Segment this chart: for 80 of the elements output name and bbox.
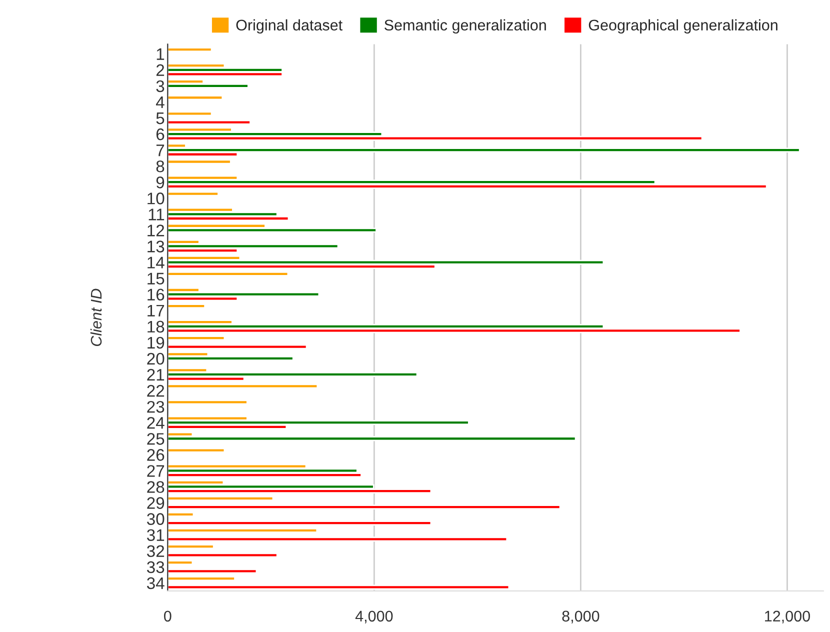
bar <box>168 191 219 196</box>
bar <box>168 520 432 526</box>
bar <box>168 72 283 77</box>
y-tick-label: 7 <box>156 144 164 156</box>
bar <box>168 400 248 405</box>
x-tick-label: 4,000 <box>355 610 393 624</box>
bar <box>168 496 274 501</box>
bar <box>168 544 214 549</box>
y-tick-label: 32 <box>146 545 164 558</box>
y-tick-label: 28 <box>147 481 164 493</box>
y-tick-label: 19 <box>148 336 164 349</box>
bar <box>168 159 232 164</box>
bar <box>168 504 561 510</box>
bar <box>168 304 206 308</box>
bar <box>168 228 377 233</box>
y-tick-label: 9 <box>156 176 164 188</box>
bar <box>168 336 226 341</box>
y-tick-label: 13 <box>148 240 164 252</box>
bar <box>168 292 320 297</box>
y-axis-title: Client ID <box>90 288 102 346</box>
y-tick-label: 20 <box>147 352 164 365</box>
y-tick-label: 27 <box>147 465 164 477</box>
y-tick-label: 34 <box>146 577 164 590</box>
bar <box>168 552 278 558</box>
y-tick-label: 18 <box>148 320 164 333</box>
y-tick-label: 25 <box>147 433 164 445</box>
bar <box>168 272 289 276</box>
bar <box>168 148 800 153</box>
y-tick-label: 4 <box>156 96 164 108</box>
bar <box>168 536 508 542</box>
bar <box>168 512 194 517</box>
bar <box>168 47 212 52</box>
y-tick-label: 5 <box>156 112 164 124</box>
y-tick-label: 1 <box>156 48 164 60</box>
y-tick-label: 24 <box>147 416 164 429</box>
bar <box>168 83 249 88</box>
bar <box>168 560 194 565</box>
y-tick-label: 33 <box>146 561 164 574</box>
bar <box>168 420 470 426</box>
x-tick-label: 0 <box>164 610 172 622</box>
y-tick-label: 21 <box>147 368 164 381</box>
bar <box>168 488 432 494</box>
bar <box>168 576 236 582</box>
bar <box>168 384 318 389</box>
y-tick-label: 29 <box>147 497 164 509</box>
bar <box>168 120 251 125</box>
y-tick-label: 11 <box>148 208 164 220</box>
y-tick-label: 23 <box>147 400 164 413</box>
y-tick-label: 30 <box>146 513 164 525</box>
bar <box>168 67 283 72</box>
bar <box>168 568 258 574</box>
legend-label: Geographical generalization <box>588 19 778 34</box>
y-tick-label: 17 <box>148 304 164 316</box>
y-tick-label: 8 <box>156 160 164 172</box>
y-tick-label: 22 <box>147 384 164 397</box>
y-tick-label: 16 <box>148 288 164 301</box>
x-tick-label: 8,000 <box>562 610 600 624</box>
bar <box>168 184 768 189</box>
y-tick-label: 2 <box>156 64 164 76</box>
bar <box>168 448 226 453</box>
bar <box>168 328 741 334</box>
bar <box>168 436 576 442</box>
y-tick-label: 26 <box>147 449 164 461</box>
bar <box>168 344 308 350</box>
y-tick-label: 3 <box>156 80 164 92</box>
y-tick-label: 14 <box>148 256 164 268</box>
y-tick-label: 6 <box>156 128 164 140</box>
y-tick-label: 15 <box>148 272 164 285</box>
x-tick-label: 12,000 <box>765 610 810 624</box>
bar <box>168 111 212 116</box>
y-tick-label: 12 <box>148 224 164 236</box>
y-tick-label: 31 <box>146 529 164 542</box>
bar <box>168 584 510 590</box>
bar <box>168 136 703 141</box>
y-tick-label: 10 <box>148 192 164 204</box>
bar <box>168 95 224 100</box>
bar <box>168 468 358 474</box>
legend-label: Semantic generalization <box>384 19 546 34</box>
bar <box>168 528 318 533</box>
legend-label: Original dataset <box>236 19 342 34</box>
